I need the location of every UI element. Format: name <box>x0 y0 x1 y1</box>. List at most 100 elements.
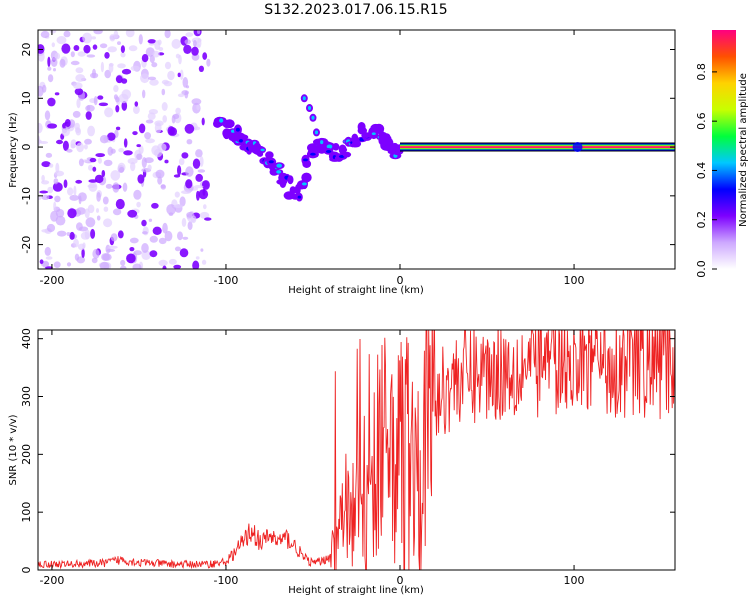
noise-blob <box>105 183 113 189</box>
noise-blob <box>201 117 205 126</box>
signal-core <box>260 148 265 152</box>
noise-blob <box>93 30 103 35</box>
signal-blob <box>289 186 297 195</box>
noise-blob <box>145 47 155 57</box>
snr-axes: -200 -100 0 100 0 100 200 300 400 <box>20 328 675 587</box>
noise-blob <box>133 189 142 200</box>
y-tick-label: 0 <box>20 144 33 151</box>
noise-blob <box>181 190 191 195</box>
noise-blob <box>200 248 204 252</box>
noise-blob <box>96 208 99 213</box>
noise-blob <box>54 195 61 203</box>
noise-blob <box>69 194 79 201</box>
noise-blob <box>38 122 43 134</box>
noise-blob <box>101 170 106 177</box>
noise-blob <box>174 191 180 198</box>
signal-blob <box>332 143 340 151</box>
noise-blob <box>185 32 194 37</box>
noise-blob <box>152 226 162 235</box>
noise-blob <box>104 107 114 118</box>
noise-blob <box>56 139 63 145</box>
noise-blob <box>198 65 204 73</box>
noise-blob <box>101 253 110 261</box>
noise-blob <box>96 192 101 202</box>
noise-blob <box>75 67 84 74</box>
noise-blob <box>177 165 182 176</box>
noise-blob <box>121 78 128 84</box>
noise-blob <box>46 223 56 233</box>
noise-blob <box>93 96 98 106</box>
noise-blob <box>74 122 80 130</box>
noise-blob <box>38 139 42 144</box>
noise-blob <box>206 58 211 67</box>
noise-blob <box>73 238 79 248</box>
figure-title: S132.2023.017.06.15.R15 <box>264 2 447 18</box>
noise-blob <box>197 30 201 34</box>
noise-blob <box>38 85 44 97</box>
signal-blob <box>357 122 366 132</box>
noise-blob <box>75 74 86 82</box>
noise-blob <box>80 231 90 240</box>
noise-blob <box>98 102 109 107</box>
noise-blob <box>137 174 145 184</box>
noise-blob <box>202 52 208 60</box>
noise-blob <box>97 95 104 100</box>
noise-blob <box>185 166 194 177</box>
noise-blob <box>122 182 128 192</box>
noise-blob <box>109 34 116 42</box>
noise-blob <box>192 126 201 131</box>
noise-blob <box>182 236 189 240</box>
noise-blob <box>107 146 114 156</box>
noise-blob <box>82 32 92 44</box>
signal-core <box>311 115 315 120</box>
noise-blob <box>181 217 187 227</box>
noise-blob <box>162 265 167 269</box>
noise-blob <box>99 261 110 269</box>
noise-blob <box>130 65 140 72</box>
noise-blob <box>184 123 195 134</box>
signal-core <box>302 96 306 101</box>
signal-blob <box>265 151 274 159</box>
noise-blob <box>121 100 128 111</box>
noise-blob <box>115 75 123 84</box>
noise-blob <box>147 39 156 44</box>
noise-blob <box>85 217 96 228</box>
noise-blob <box>73 82 83 90</box>
noise-blob <box>136 144 141 148</box>
noise-blob <box>183 44 192 55</box>
noise-blob <box>84 208 90 219</box>
noise-blob <box>89 157 97 163</box>
noise-blob <box>147 164 152 171</box>
noise-blob <box>91 36 96 40</box>
signal-core <box>301 182 307 186</box>
y-tick-label: 300 <box>20 386 33 407</box>
signal-core <box>239 139 243 143</box>
colorbar-ticks: 0.0 0.2 0.4 0.6 0.8 <box>695 63 717 278</box>
signal-core <box>326 144 333 149</box>
signal-core <box>276 170 281 174</box>
noise-blob <box>57 230 67 237</box>
colorbar-tick-label: 0.4 <box>695 162 708 180</box>
signal-blob <box>224 119 235 129</box>
noise-blob <box>190 215 197 224</box>
noise-blob <box>84 138 92 145</box>
noise-blob <box>169 127 178 136</box>
noise-blob <box>47 66 52 71</box>
noise-blob <box>192 40 197 47</box>
noise-blob <box>141 243 149 253</box>
noise-blob <box>83 44 91 54</box>
noise-blob <box>171 114 176 124</box>
signal-blob <box>351 140 362 148</box>
noise-blob <box>167 70 175 81</box>
noise-blob <box>173 174 181 178</box>
noise-blob <box>138 123 146 134</box>
signal-core <box>310 152 316 156</box>
signal-core <box>235 127 240 132</box>
noise-blob <box>177 72 181 78</box>
noise-blob <box>142 89 146 99</box>
noise-blob <box>151 62 158 68</box>
noise-blob <box>50 210 59 222</box>
noise-blob <box>161 88 166 96</box>
